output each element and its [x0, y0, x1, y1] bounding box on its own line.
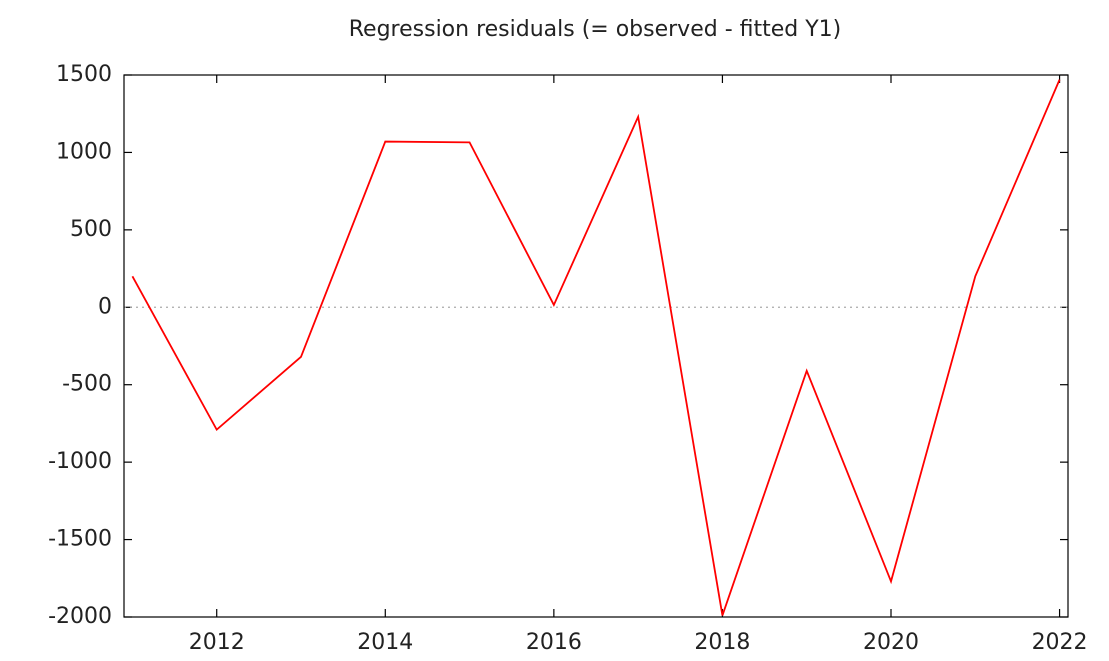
- x-tick-label: 2018: [694, 630, 750, 655]
- y-tick-label: 500: [70, 217, 112, 242]
- y-tick-label: -500: [62, 372, 112, 397]
- y-tick-label: -2000: [48, 604, 112, 629]
- y-tick-label: -1500: [48, 527, 112, 552]
- plot-frame: [123, 74, 1069, 618]
- x-tick-label: 2014: [357, 630, 413, 655]
- x-tick-label: 2020: [863, 630, 919, 655]
- y-tick-label: -1000: [48, 449, 112, 474]
- x-tick-label: 2016: [526, 630, 582, 655]
- x-tick-label: 2012: [189, 630, 245, 655]
- y-tick-label: 1500: [56, 62, 112, 87]
- data-line: [131, 79, 1061, 616]
- y-tick-label: 1000: [56, 139, 112, 164]
- y-tick-label: 0: [98, 294, 112, 319]
- x-tick-label: 2022: [1032, 630, 1088, 655]
- chart-title: Regression residuals (= observed - fitte…: [349, 17, 842, 42]
